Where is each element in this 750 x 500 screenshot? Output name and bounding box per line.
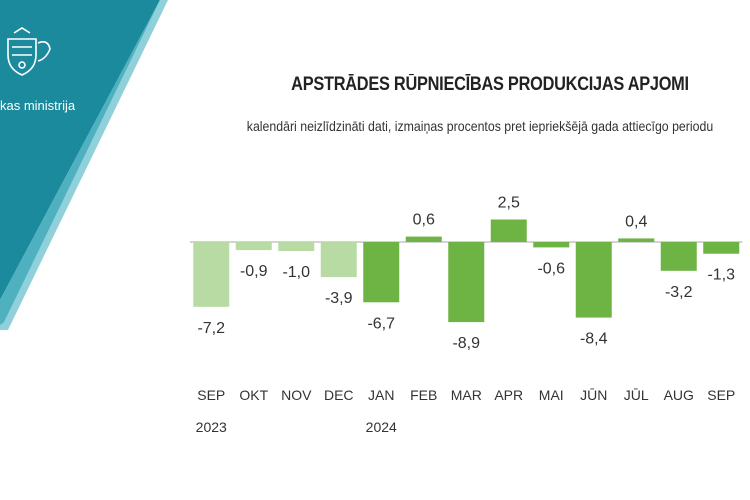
bar-chart: -7,2 -0,9 -1,0 -3,9 -6,7 0,6 -8,9 2,5 -0,6 -8,4 0,… xyxy=(190,195,743,435)
value-label-8: -0,6 xyxy=(537,260,565,277)
bar-11 xyxy=(660,242,697,271)
bar-3 xyxy=(320,242,357,278)
value-label-10: 0,4 xyxy=(625,213,647,230)
category-label-4: JAN xyxy=(368,387,394,403)
bar-1 xyxy=(235,242,272,251)
bar-9 xyxy=(575,242,612,318)
category-label-2: NOV xyxy=(281,387,312,403)
value-label-9: -8,4 xyxy=(580,331,608,348)
value-label-6: -8,9 xyxy=(452,335,480,352)
category-label-10: JŪL xyxy=(624,387,649,403)
coat-of-arms-logo xyxy=(7,27,51,76)
value-label-12: -1,3 xyxy=(707,267,735,284)
category-label-12: SEP xyxy=(707,387,735,403)
bar-0 xyxy=(193,242,230,307)
category-label-7: APR xyxy=(494,387,523,403)
year-label-0: 2023 xyxy=(196,419,227,435)
value-label-11: -3,2 xyxy=(665,284,693,301)
value-label-7: 2,5 xyxy=(498,195,520,212)
value-label-5: 0,6 xyxy=(413,212,435,229)
bar-7 xyxy=(490,219,527,242)
bar-4 xyxy=(363,242,400,303)
bar-6 xyxy=(448,242,485,323)
chart-subtitle: kalendāri neizlīdzināti dati, izmaiņas p… xyxy=(246,118,714,134)
category-label-8: MAI xyxy=(539,387,564,403)
chart-title: APSTRĀDES RŪPNIECĪBAS PRODUKCIJAS APJOMI xyxy=(291,74,689,95)
value-label-2: -1,0 xyxy=(282,264,310,281)
value-label-1: -0,9 xyxy=(240,263,268,280)
value-label-4: -6,7 xyxy=(367,315,395,332)
value-label-0: -7,2 xyxy=(197,320,225,337)
year-label-4: 2024 xyxy=(366,419,397,435)
banner-graphic xyxy=(0,0,168,330)
category-label-11: AUG xyxy=(664,387,694,403)
bar-5 xyxy=(405,236,442,242)
ministry-name: kas ministrija xyxy=(0,98,76,113)
category-label-6: MAR xyxy=(451,387,482,403)
category-label-5: FEB xyxy=(410,387,437,403)
bar-8 xyxy=(533,242,570,248)
category-label-1: OKT xyxy=(239,387,268,403)
category-label-3: DEC xyxy=(324,387,354,403)
bar-10 xyxy=(618,238,655,242)
bar-12 xyxy=(703,242,740,254)
category-label-0: SEP xyxy=(197,387,225,403)
bar-2 xyxy=(278,242,315,251)
category-label-9: JŪN xyxy=(580,387,607,403)
value-label-3: -3,9 xyxy=(325,290,353,307)
